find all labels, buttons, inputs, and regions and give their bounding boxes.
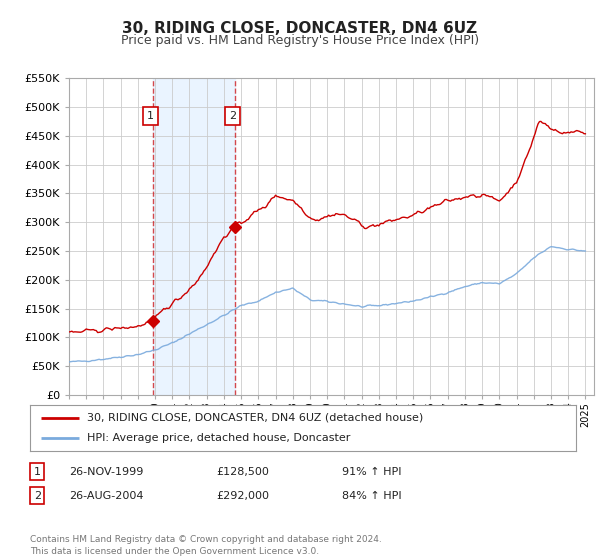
Text: 91% ↑ HPI: 91% ↑ HPI (342, 466, 401, 477)
Text: 30, RIDING CLOSE, DONCASTER, DN4 6UZ: 30, RIDING CLOSE, DONCASTER, DN4 6UZ (122, 21, 478, 36)
Text: 2: 2 (34, 491, 41, 501)
Text: 84% ↑ HPI: 84% ↑ HPI (342, 491, 401, 501)
Text: 30, RIDING CLOSE, DONCASTER, DN4 6UZ (detached house): 30, RIDING CLOSE, DONCASTER, DN4 6UZ (de… (88, 413, 424, 423)
Text: 1: 1 (34, 466, 41, 477)
Text: £292,000: £292,000 (216, 491, 269, 501)
Bar (154, 78, 235, 395)
Text: 1: 1 (147, 111, 154, 122)
Text: Price paid vs. HM Land Registry's House Price Index (HPI): Price paid vs. HM Land Registry's House … (121, 34, 479, 46)
Text: 26-AUG-2004: 26-AUG-2004 (69, 491, 143, 501)
Text: Contains HM Land Registry data © Crown copyright and database right 2024.
This d: Contains HM Land Registry data © Crown c… (30, 535, 382, 556)
Text: HPI: Average price, detached house, Doncaster: HPI: Average price, detached house, Donc… (88, 433, 351, 443)
Text: £128,500: £128,500 (216, 466, 269, 477)
Text: 26-NOV-1999: 26-NOV-1999 (69, 466, 143, 477)
Text: 2: 2 (229, 111, 236, 122)
